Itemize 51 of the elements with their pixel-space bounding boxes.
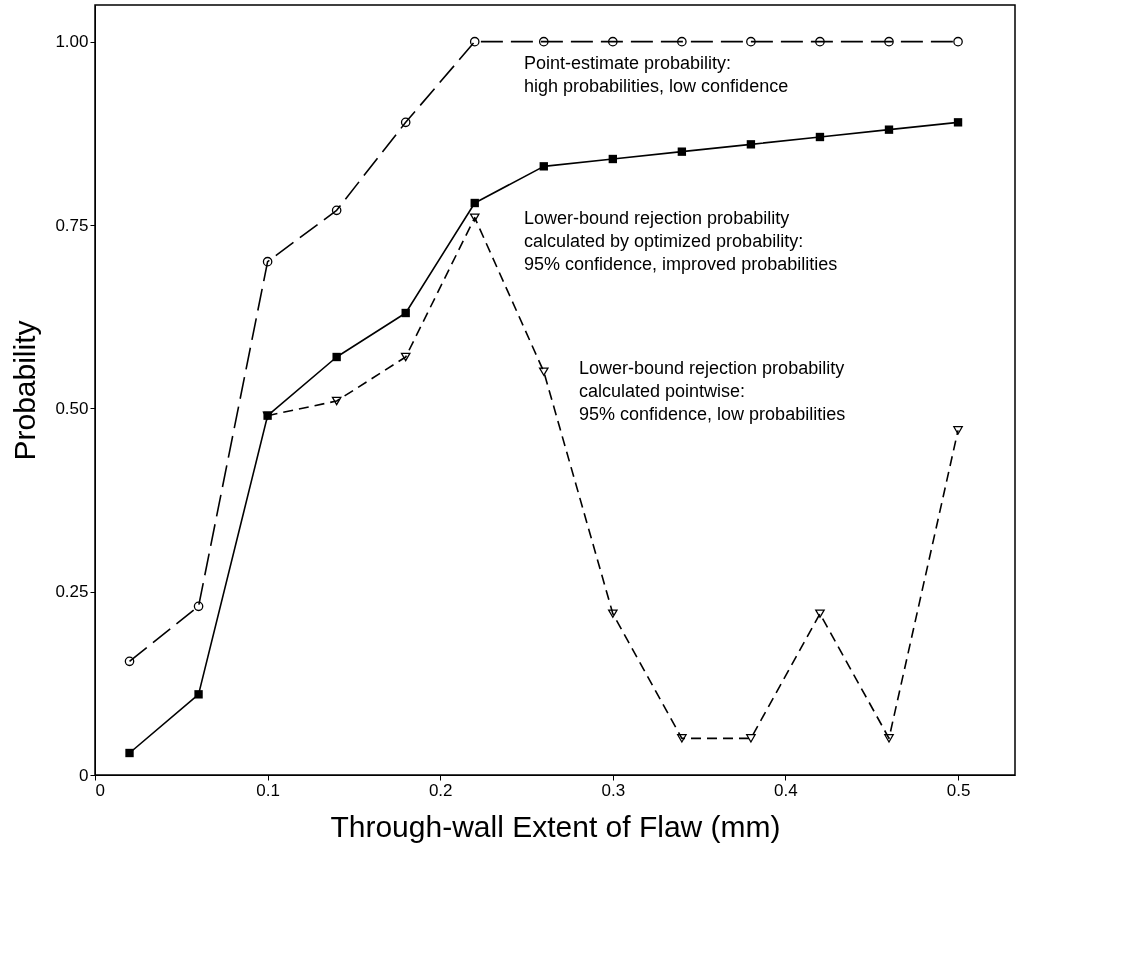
point [331, 396, 342, 406]
point [677, 147, 687, 156]
y-tick-label: 0.50 [55, 398, 89, 418]
point [401, 308, 410, 318]
annotation: Lower-bound rejection probability calculated by optimized probability: 95% confidence, improved probabilities [524, 208, 838, 274]
y-tick-label: 0.25 [55, 582, 89, 602]
point [608, 154, 618, 164]
annotation: Point-estimate probability: high probabilities, low confidence [524, 53, 789, 96]
point [677, 36, 687, 47]
point [884, 125, 894, 134]
annotation: Lower-bound rejection probability calculated pointwise: 95% confidence, low probabilities [579, 358, 846, 424]
point [677, 734, 687, 743]
point [539, 162, 548, 171]
point [746, 36, 756, 47]
point [538, 36, 549, 47]
point [194, 690, 203, 699]
point [400, 117, 411, 128]
x-tick-label: 0.1 [256, 780, 280, 800]
point [607, 36, 618, 47]
point [400, 352, 411, 362]
point [884, 36, 894, 47]
point [815, 132, 825, 142]
point [538, 367, 549, 376]
point [953, 426, 963, 435]
point [124, 656, 135, 667]
y-tick-label: 0.75 [55, 215, 89, 235]
x-tick-label: 0.2 [428, 780, 453, 800]
point [469, 36, 480, 47]
y-axis-title: Probability [8, 320, 42, 461]
point [470, 198, 479, 208]
point [815, 36, 825, 47]
point [193, 601, 204, 612]
y-tick-label: 1.00 [55, 32, 89, 52]
point [607, 609, 618, 618]
x-tick-label: 0.3 [601, 780, 626, 800]
point [815, 609, 825, 618]
point [953, 36, 963, 47]
point [125, 748, 134, 758]
point [953, 118, 963, 127]
x-tick-label: 0.5 [946, 780, 971, 800]
x-tick-label: 0.4 [774, 780, 798, 800]
point [332, 352, 341, 362]
point [884, 734, 894, 743]
y-tick-label: 0 [79, 765, 89, 785]
point [746, 140, 756, 149]
x-tick-label: 0 [95, 780, 105, 800]
point [331, 205, 342, 216]
point [469, 213, 480, 222]
point [262, 256, 273, 267]
x-axis-title: Through-wall Extent of Flaw (mm) [330, 809, 781, 843]
point [746, 734, 756, 743]
